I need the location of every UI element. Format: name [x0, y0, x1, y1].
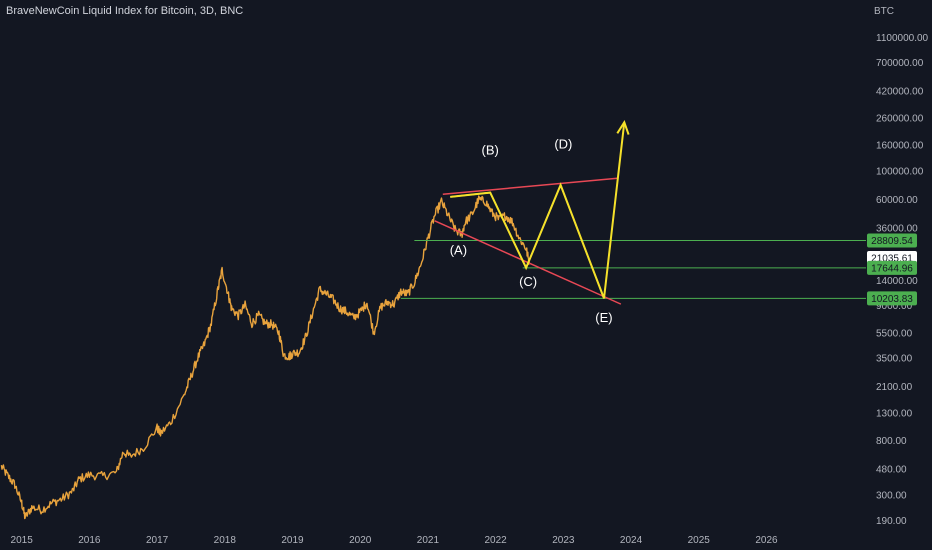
price-series	[0, 195, 531, 520]
x-tick-label: 2024	[620, 535, 643, 546]
arrow-head	[616, 120, 630, 135]
price-badge-10203.83	[867, 291, 917, 306]
price-badge-label: 10203.83	[871, 294, 913, 305]
y-tick-label: 36000.00	[876, 224, 918, 235]
price-badge-label: 28809.54	[871, 236, 913, 247]
x-tick-label: 2023	[552, 535, 575, 546]
y-tick-label: 9000.00	[876, 301, 913, 312]
x-tick-label: 2018	[214, 535, 237, 546]
wave-label-c: (C)	[519, 274, 537, 289]
x-tick-label: 2016	[78, 535, 101, 546]
wave-labels: (A) (B) (C) (D) (E)	[450, 137, 613, 325]
y-tick-label: 3500.00	[876, 354, 913, 365]
y-tick-label: 420000.00	[876, 87, 924, 98]
y-tick-label: 2100.00	[876, 382, 913, 393]
price-badge-28809.54	[867, 233, 917, 248]
price-axis[interactable]: 1100000.00 700000.00 420000.00 260000.00 160…	[876, 33, 929, 527]
y-tick-label: 5500.00	[876, 328, 913, 339]
y-tick-label: 800.00	[876, 436, 907, 447]
y-tick-label: 260000.00	[876, 113, 924, 124]
price-badge-17644.96	[867, 260, 917, 275]
wave-path	[450, 122, 626, 299]
y-tick-label: 1100000.00	[876, 33, 929, 44]
x-tick-label: 2022	[485, 535, 508, 546]
y-tick-label: 480.00	[876, 464, 907, 475]
upper-trendline	[442, 177, 618, 196]
price-badge-label: 21035.61	[871, 254, 913, 265]
y-tick-label: 160000.00	[876, 140, 924, 151]
y-tick-label: 1300.00	[876, 409, 913, 420]
x-tick-label: 2021	[417, 535, 440, 546]
y-tick-label: 700000.00	[876, 58, 924, 69]
currency-label: BTC	[874, 6, 894, 17]
y-tick-label: 14000.00	[876, 276, 918, 287]
time-axis[interactable]: 2015 2016 2017 2018 2019 2020 2021 2022 2023 2024…	[11, 535, 778, 546]
x-tick-label: 2020	[349, 535, 372, 546]
wave-label-a: (A)	[450, 242, 467, 257]
y-tick-label: 100000.00	[876, 167, 924, 178]
price-badge-label: 17644.96	[871, 263, 913, 274]
y-tick-label: 300.00	[876, 490, 907, 501]
y-tick-label: 190.00	[876, 516, 907, 527]
x-tick-label: 2017	[146, 535, 169, 546]
x-tick-label: 2026	[755, 535, 778, 546]
chart-title: BraveNewCoin Liquid Index for Bitcoin, 3…	[6, 5, 244, 17]
elliott-wave	[450, 120, 630, 299]
x-tick-label: 2025	[688, 535, 711, 546]
wave-label-b: (B)	[482, 142, 499, 157]
wave-label-d: (D)	[554, 137, 572, 152]
x-tick-label: 2015	[11, 535, 34, 546]
price-line	[0, 195, 531, 520]
y-tick-label: 60000.00	[876, 195, 918, 206]
wave-label-e: (E)	[595, 310, 612, 325]
horizontal-levels	[400, 239, 866, 299]
x-tick-label: 2019	[281, 535, 304, 546]
